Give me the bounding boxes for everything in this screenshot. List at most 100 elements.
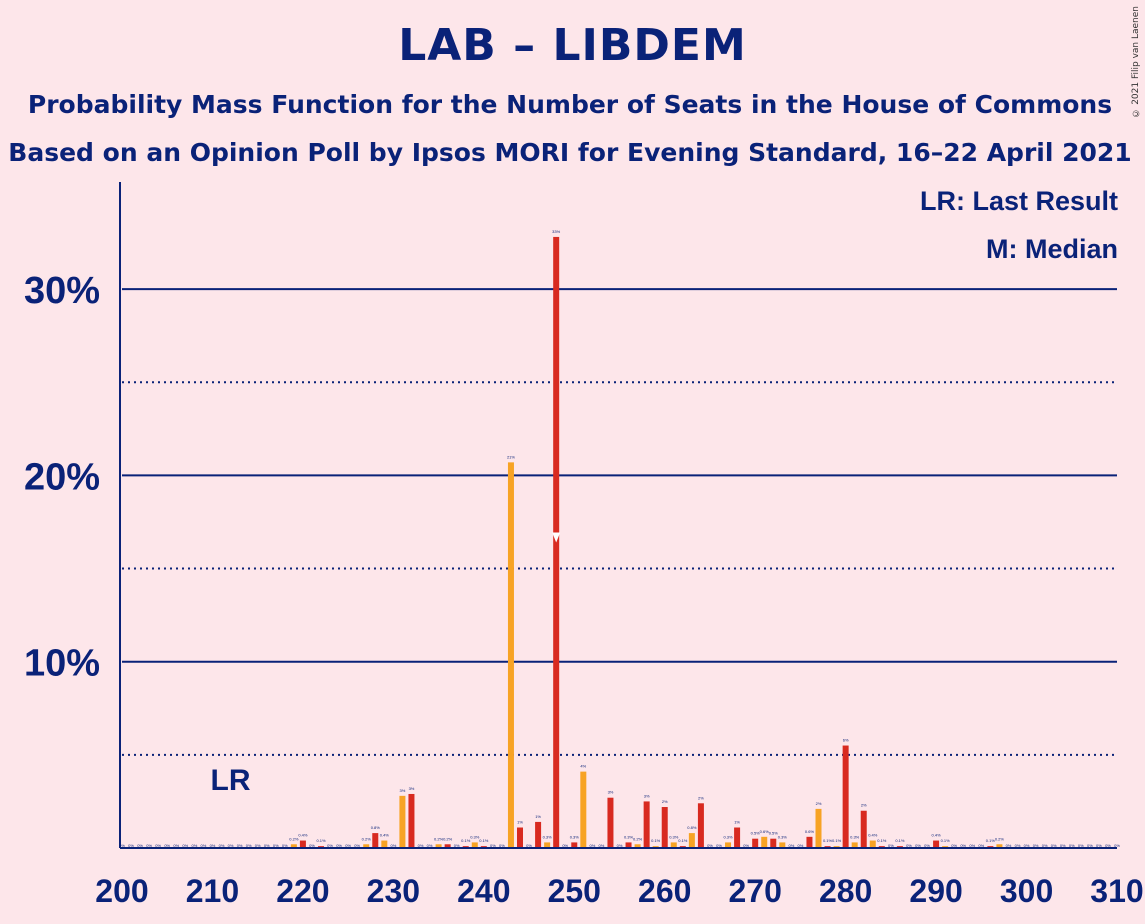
zero-label: 0% (1024, 843, 1030, 848)
bar (471, 842, 478, 848)
x-tick-label: 240 (457, 873, 510, 909)
bar (634, 844, 641, 848)
zero-label: 0% (219, 843, 225, 848)
y-tick-label: 10% (24, 643, 100, 685)
zero-label: 0% (978, 843, 984, 848)
zero-label: 0% (273, 843, 279, 848)
bar-value-label: 0.2% (995, 836, 1005, 841)
bar-value-label: 1% (535, 814, 541, 819)
bar (607, 797, 614, 848)
bar (806, 836, 813, 848)
x-tick-label: 200 (95, 873, 148, 909)
bar-value-label: 3% (608, 790, 614, 795)
bar (996, 844, 1003, 848)
bar (580, 771, 587, 848)
zero-label: 0% (1060, 843, 1066, 848)
zero-label: 0% (1015, 843, 1021, 848)
zero-label: 0% (1087, 843, 1093, 848)
bar (571, 842, 578, 848)
bar (688, 833, 695, 848)
bar (535, 821, 542, 848)
bar-value-label: 0.1% (461, 838, 471, 843)
zero-label: 0% (1096, 843, 1102, 848)
zero-label: 0% (191, 843, 197, 848)
zero-label: 0% (146, 843, 152, 848)
zero-label: 0% (210, 843, 216, 848)
bar-value-label: 3% (409, 786, 415, 791)
bar-value-label: 3% (400, 788, 406, 793)
legend-median: M: Median (986, 234, 1118, 264)
bar-value-label: 0.1% (832, 838, 842, 843)
bar (435, 844, 442, 848)
zero-label: 0% (526, 843, 532, 848)
bar-value-label: 0.4% (298, 833, 308, 838)
zero-label: 0% (490, 843, 496, 848)
zero-label: 0% (327, 843, 333, 848)
x-tick-label: 210 (186, 873, 239, 909)
bar-value-label: 0.1% (877, 838, 887, 843)
zero-label: 0% (599, 843, 605, 848)
bar (625, 842, 632, 848)
bar (408, 793, 415, 848)
zero-label: 0% (228, 843, 234, 848)
bar-value-label: 0.1% (986, 838, 996, 843)
bar-value-label: 0.5% (751, 831, 761, 836)
bar-value-label: 0.4% (868, 833, 878, 838)
zero-label: 0% (562, 843, 568, 848)
zero-label: 0% (201, 843, 207, 848)
zero-label: 0% (707, 843, 713, 848)
bar (290, 844, 297, 848)
x-tick-label: 280 (819, 873, 872, 909)
zero-label: 0% (119, 843, 125, 848)
zero-label: 0% (454, 843, 460, 848)
bar (697, 803, 704, 848)
zero-label: 0% (951, 843, 957, 848)
zero-label: 0% (255, 843, 261, 848)
zero-label: 0% (1042, 843, 1048, 848)
bar-value-label: 0.2% (362, 836, 372, 841)
bar-value-label: 4% (580, 764, 586, 769)
zero-label: 0% (427, 843, 433, 848)
zero-label: 0% (969, 843, 975, 848)
zero-label: 0% (798, 843, 804, 848)
bar-value-label: 0.1% (479, 838, 489, 843)
bar (299, 840, 306, 848)
bar-value-label: 0.3% (778, 834, 788, 839)
bar-value-label: 0.1% (316, 838, 326, 843)
bar (507, 462, 514, 848)
bar-value-label: 33% (552, 229, 560, 234)
zero-label: 0% (589, 843, 595, 848)
zero-label: 0% (237, 843, 243, 848)
bar (444, 844, 451, 848)
bar-value-label: 0.8% (687, 825, 697, 830)
bar (363, 844, 370, 848)
zero-label: 0% (309, 843, 315, 848)
bar (517, 827, 523, 848)
bar (670, 842, 677, 848)
bar-value-label: 2% (816, 801, 822, 806)
zero-label: 0% (1069, 843, 1075, 848)
bar-value-label: 0.2% (633, 836, 643, 841)
zero-label: 0% (354, 843, 360, 848)
bar-value-label: 0.3% (570, 834, 580, 839)
zero-label: 0% (164, 843, 170, 848)
bar (399, 795, 406, 848)
bar (869, 840, 876, 848)
zero-label: 0% (499, 843, 505, 848)
zero-label: 0% (617, 843, 623, 848)
zero-label: 0% (246, 843, 252, 848)
y-tick-label: 20% (24, 456, 100, 498)
bar-value-label: 3% (644, 793, 650, 798)
bar (842, 745, 849, 848)
bar-value-label: 0.1% (941, 838, 951, 843)
bar-value-label: 0.3% (723, 834, 733, 839)
x-tick-label: 260 (638, 873, 691, 909)
bar (544, 842, 551, 848)
bar (933, 840, 940, 848)
chart-subtitle: Probability Mass Function for the Number… (27, 90, 1113, 119)
x-tick-label: 300 (1000, 873, 1053, 909)
bar-value-label: 0.1% (678, 838, 688, 843)
zero-label: 0% (788, 843, 794, 848)
zero-label: 0% (1051, 843, 1057, 848)
